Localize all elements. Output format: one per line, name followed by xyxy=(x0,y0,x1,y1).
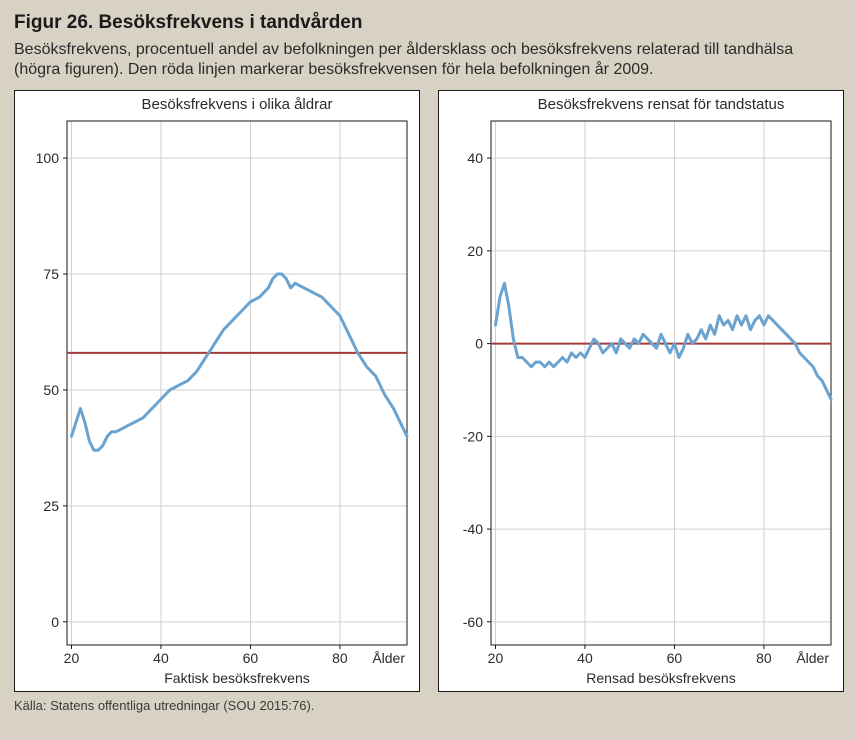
plot-border xyxy=(67,121,407,645)
x-tick-label: 80 xyxy=(332,650,348,666)
panels-row: Besöksfrekvens i olika åldrar 0 25 50 75 100 2… xyxy=(14,90,842,692)
x-tick-label: 20 xyxy=(488,650,504,666)
left-chart-panel: Besöksfrekvens i olika åldrar 0 25 50 75 100 2… xyxy=(14,90,420,692)
x-axis-label: Faktisk besöksfrekvens xyxy=(164,670,310,686)
x-tick-label: 60 xyxy=(667,650,683,666)
x-tick-label: 40 xyxy=(153,650,169,666)
x-axis-label: Rensad besöksfrekvens xyxy=(586,670,735,686)
y-tick-label: -40 xyxy=(463,521,483,537)
y-tick-label: 100 xyxy=(36,150,60,166)
x-tick-label: 20 xyxy=(64,650,80,666)
y-tick-label: 25 xyxy=(43,498,59,514)
right-chart-panel: Besöksfrekvens rensat för tandstatus -60 -… xyxy=(438,90,844,692)
y-tick-label: -60 xyxy=(463,614,483,630)
x-tick-label: 40 xyxy=(577,650,593,666)
y-tick-label: 0 xyxy=(475,336,483,352)
y-tick-label: 75 xyxy=(43,266,59,282)
data-line xyxy=(495,283,831,399)
right-chart-svg: Besöksfrekvens rensat för tandstatus -60 -… xyxy=(439,91,843,691)
source-text: Källa: Statens offentliga utredningar (S… xyxy=(14,698,842,713)
y-tick-label: 40 xyxy=(467,150,483,166)
x-end-label: Ålder xyxy=(372,650,405,666)
y-tick-label: 20 xyxy=(467,243,483,259)
figure-title: Figur 26. Besöksfrekvens i tandvården xyxy=(14,12,842,34)
left-chart-svg: Besöksfrekvens i olika åldrar 0 25 50 75 100 2… xyxy=(15,91,419,691)
y-tick-label: 50 xyxy=(43,382,59,398)
figure-container: Figur 26. Besöksfrekvens i tandvården Be… xyxy=(0,0,856,721)
chart-title: Besöksfrekvens i olika åldrar xyxy=(142,96,333,113)
y-tick-label: -20 xyxy=(463,428,483,444)
plot-border xyxy=(491,121,831,645)
figure-caption: Besöksfrekvens, procentuell andel av bef… xyxy=(14,40,842,80)
data-line xyxy=(71,274,407,450)
y-tick-label: 0 xyxy=(51,614,59,630)
x-tick-label: 80 xyxy=(756,650,772,666)
x-end-label: Ålder xyxy=(796,650,829,666)
chart-title: Besöksfrekvens rensat för tandstatus xyxy=(538,96,785,113)
x-tick-label: 60 xyxy=(243,650,259,666)
